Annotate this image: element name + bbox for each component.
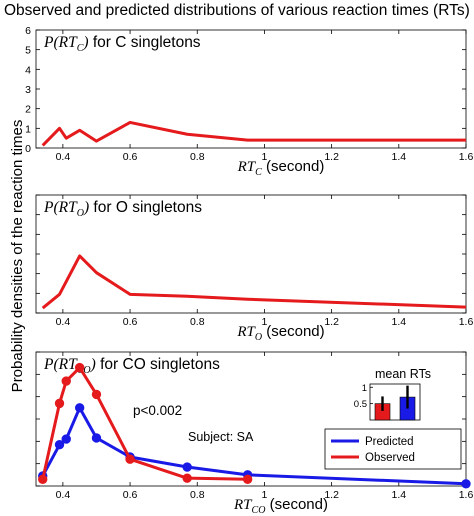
x-tick-label: 0.8	[190, 316, 205, 328]
panel-3: 0.4 0.6 0.8 1 1.2 1.4 1.6 RTCO (second) P(RTCO) …	[35, 351, 474, 516]
data-point	[91, 433, 102, 443]
panel-1: 0.4 0.6 0.8 1 1.2 1.4 1.6 0 1 2 3 4 5 6 RTC (second) P(…	[25, 25, 473, 178]
p-value-annotation: p<0.002	[133, 403, 182, 418]
data-point	[38, 474, 48, 484]
series-line-1	[41, 254, 467, 310]
panel-label: P(RTO) for O singletons	[43, 199, 202, 219]
legend-entry-label: Predicted	[365, 436, 414, 448]
y-tick-label: 3	[25, 84, 31, 96]
x-tick-label: 0.6	[123, 489, 138, 501]
x-tick-label: 0.8	[190, 151, 205, 163]
x-tick-label: 1.6	[459, 316, 474, 328]
panel-2: 0.4 0.6 0.8 1 1.2 1.4 1.6 RTO (second) P(RTO) fo…	[35, 194, 474, 343]
x-tick-label: 0.4	[56, 151, 71, 163]
data-point	[182, 473, 192, 483]
y-tick-label: 2	[25, 104, 31, 116]
x-tick-label: 1.2	[324, 151, 339, 163]
x-tick-label: 1.6	[459, 151, 474, 163]
data-point	[125, 454, 135, 464]
legend-box	[324, 428, 462, 470]
shared-y-axis-label: Probability densities of the reaction ti…	[9, 120, 26, 393]
panel-label: P(RTC) for C singletons	[43, 34, 201, 54]
subject-annotation: Subject: SA	[188, 430, 254, 444]
inset-y-tick-label: 1	[362, 383, 367, 394]
data-point	[74, 362, 85, 373]
data-point	[461, 479, 471, 489]
inset-title: mean RTs	[375, 367, 431, 381]
data-point	[242, 474, 253, 484]
x-tick-label: 0.8	[190, 489, 205, 501]
x-tick-label: 0.4	[56, 316, 71, 328]
data-point	[61, 376, 71, 386]
x-axis-label: RTCO (second)	[233, 496, 328, 516]
x-tick-label: 1.4	[392, 151, 407, 163]
x-tick-label: 1.6	[459, 489, 474, 501]
x-tick-label: 1.2	[324, 316, 339, 328]
data-point	[54, 439, 65, 450]
x-tick-label: 1.4	[392, 316, 407, 328]
data-point	[74, 403, 85, 413]
x-tick-label: 0.6	[123, 151, 138, 163]
figure-title: Observed and predicted distributions of …	[4, 2, 470, 19]
data-point	[91, 389, 102, 400]
data-point	[61, 434, 71, 444]
x-tick-label: 1	[262, 316, 268, 328]
y-tick-label: 4	[25, 64, 31, 76]
data-point	[54, 398, 65, 409]
y-tick-label: 0	[25, 143, 31, 155]
x-tick-label: 1.2	[324, 489, 339, 501]
x-tick-label: 1.4	[392, 489, 407, 501]
y-tick-label: 1	[25, 123, 31, 135]
y-tick-label: 5	[25, 45, 31, 57]
panel-label: P(RTCO) for CO singletons	[43, 356, 220, 376]
data-point	[182, 462, 192, 472]
y-tick-label: 6	[25, 25, 31, 37]
inset-y-tick-label: 0.5	[354, 399, 367, 410]
x-tick-label: 0.6	[123, 316, 138, 328]
x-tick-label: 0.4	[56, 489, 71, 501]
series-line-1	[41, 120, 466, 147]
legend-entry-label: Observed	[365, 452, 415, 464]
x-axis-label: RTO (second)	[236, 323, 324, 343]
x-tick-label: 1	[262, 151, 268, 163]
x-axis-label: RTC (second)	[237, 158, 325, 178]
x-tick-label: 1	[262, 489, 268, 501]
